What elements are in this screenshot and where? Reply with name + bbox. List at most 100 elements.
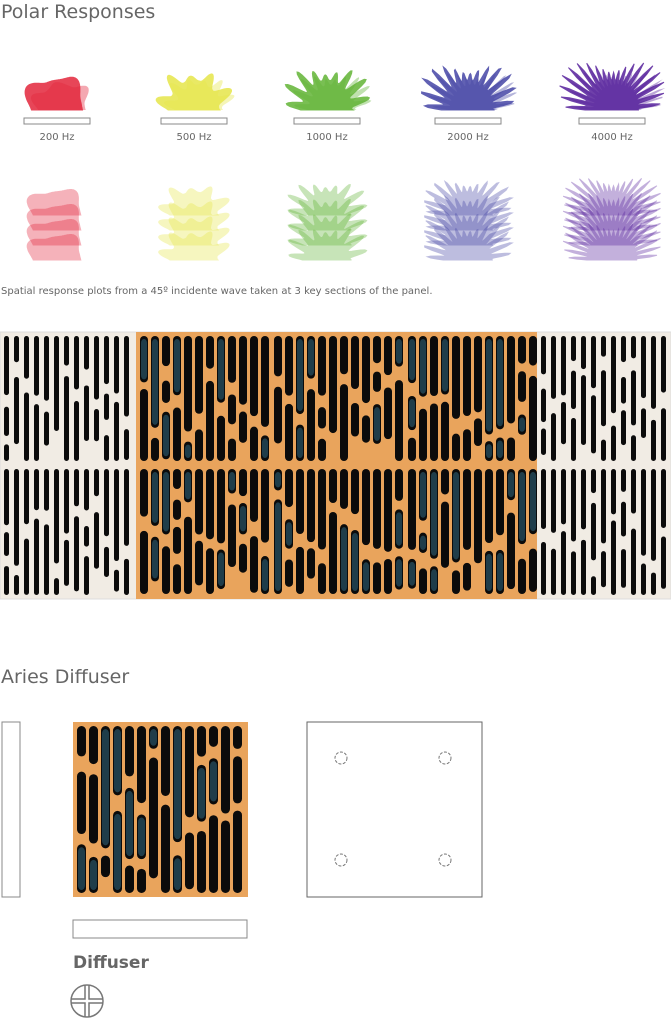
- section-title: Polar Responses: [1, 1, 155, 23]
- slot-inner: [150, 729, 157, 746]
- slot: [581, 336, 586, 370]
- slot: [581, 539, 586, 595]
- slot: [140, 469, 148, 517]
- slot: [261, 469, 269, 543]
- slot: [151, 437, 159, 461]
- slot-inner: [431, 472, 437, 556]
- slot: [221, 726, 230, 814]
- slot: [463, 562, 471, 591]
- slot: [601, 551, 606, 588]
- spatial-plot: [26, 219, 82, 246]
- slot: [384, 558, 392, 594]
- slot: [77, 771, 86, 835]
- slot: [285, 403, 293, 461]
- slot: [94, 408, 99, 442]
- slot: [34, 336, 39, 396]
- slot: [89, 726, 98, 765]
- slot: [74, 400, 79, 461]
- slot: [64, 336, 69, 366]
- slot: [195, 469, 203, 535]
- slot: [541, 542, 546, 595]
- slot: [591, 395, 596, 454]
- slot: [441, 401, 449, 461]
- slot-inner: [530, 472, 536, 532]
- slot-inner: [275, 472, 281, 488]
- slot-inner: [174, 729, 181, 840]
- slot: [114, 401, 119, 461]
- spatial-plot: [287, 214, 368, 246]
- slot: [611, 469, 616, 515]
- slot-inner: [262, 438, 268, 458]
- slot-inner: [486, 444, 492, 458]
- slot-inner: [90, 859, 97, 890]
- slot: [250, 536, 258, 593]
- slot: [318, 563, 326, 594]
- slot-inner: [126, 790, 133, 857]
- slot-inner: [308, 339, 314, 376]
- slot: [474, 469, 482, 564]
- slot: [149, 757, 158, 879]
- slot-inner: [262, 559, 268, 591]
- slot: [185, 726, 194, 818]
- slot: [239, 469, 247, 497]
- spatial-plot: [424, 195, 514, 231]
- slot-inner: [152, 339, 158, 425]
- frequency-label: 4000 Hz: [591, 132, 632, 143]
- slot-inner: [341, 527, 347, 591]
- slot: [124, 469, 129, 546]
- slot: [362, 469, 370, 546]
- slot: [452, 433, 460, 461]
- side-profile: [1, 721, 21, 898]
- slot: [125, 726, 134, 777]
- slot: [631, 528, 636, 595]
- slot: [631, 336, 636, 359]
- slot: [185, 832, 194, 890]
- slot: [641, 563, 646, 595]
- spatial-plot: [562, 223, 661, 261]
- slot: [373, 336, 381, 364]
- slot-inner: [409, 399, 415, 428]
- slot: [54, 336, 59, 431]
- spatial-plot: [158, 216, 230, 246]
- slot: [140, 530, 148, 594]
- scale-bar: [160, 117, 228, 125]
- slot: [195, 540, 203, 586]
- slot: [296, 546, 304, 594]
- slot: [621, 336, 626, 363]
- slot-inner: [396, 339, 402, 364]
- slot: [285, 559, 293, 587]
- slot: [221, 820, 230, 893]
- slot: [340, 469, 348, 509]
- slot: [485, 469, 493, 544]
- slot: [24, 392, 29, 461]
- slot: [351, 336, 359, 390]
- slot: [184, 516, 192, 594]
- slot: [14, 575, 19, 595]
- slot: [206, 336, 214, 369]
- slot: [463, 336, 471, 416]
- spatial-plot: [158, 231, 230, 261]
- slot: [34, 469, 39, 511]
- slot: [318, 336, 326, 396]
- slot: [124, 336, 129, 417]
- slot: [54, 469, 59, 564]
- slot: [173, 526, 181, 554]
- slot-inner: [486, 339, 492, 432]
- slot: [84, 385, 89, 442]
- slot: [318, 407, 326, 429]
- slot: [362, 415, 370, 443]
- slot: [64, 469, 69, 534]
- slot: [173, 407, 181, 461]
- slot: [518, 336, 526, 364]
- slot: [74, 516, 79, 592]
- slot: [114, 336, 119, 394]
- slot: [507, 512, 515, 590]
- slot: [239, 543, 247, 573]
- slot: [452, 570, 460, 594]
- back-view: [306, 721, 483, 898]
- slot: [441, 469, 449, 495]
- slot-inner: [152, 539, 158, 579]
- slot: [329, 469, 337, 503]
- spatial-plot: [424, 180, 514, 216]
- spatial-plot: [158, 186, 230, 216]
